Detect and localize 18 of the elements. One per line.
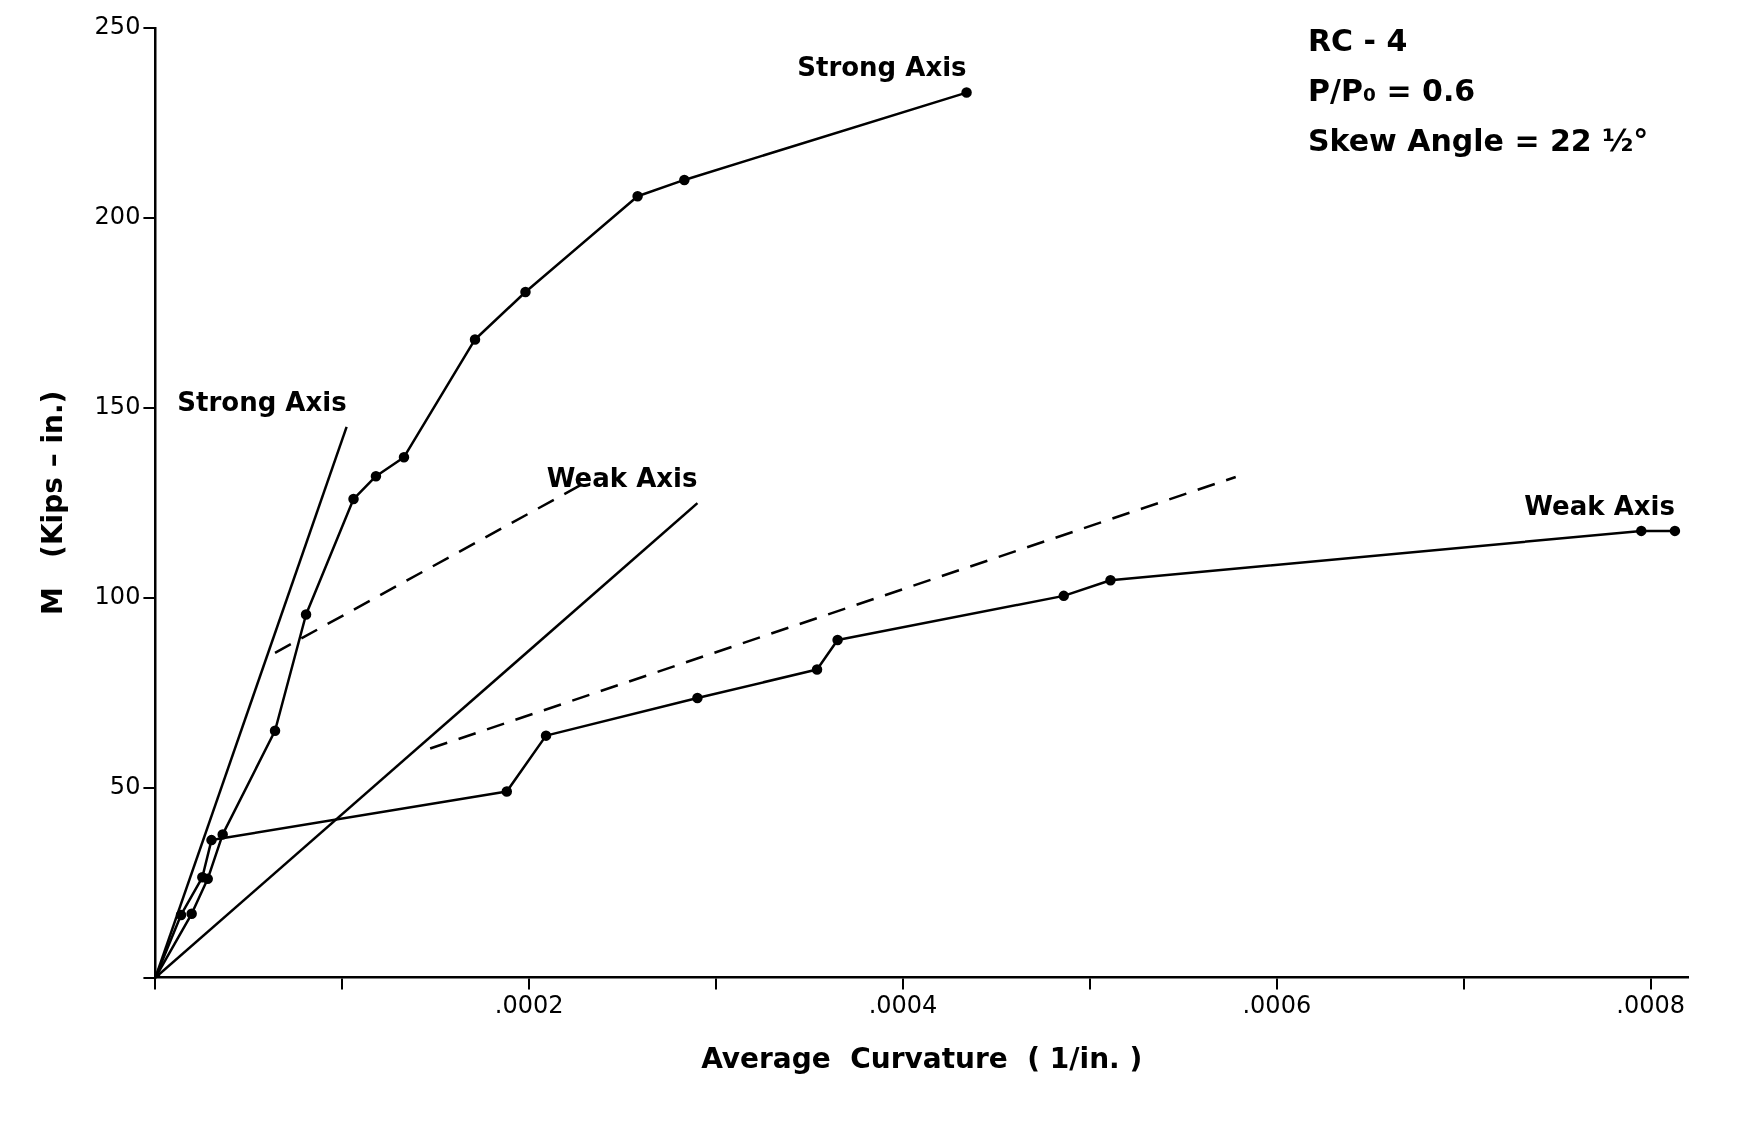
y-tick-label: 100 — [94, 581, 141, 610]
annotation: RC - 4 — [1308, 22, 1408, 58]
annotation: Skew Angle = 22 ½° — [1308, 122, 1649, 158]
series-label: Strong Axis — [177, 386, 347, 417]
y-tick-label: 150 — [94, 392, 141, 421]
y-axis-title: M (Kips – in.) — [36, 390, 70, 615]
x-tick-label: .0004 — [868, 991, 938, 1020]
x-tick-label: .0008 — [1616, 991, 1685, 1020]
series-label: Weak Axis — [1524, 490, 1675, 521]
y-tick-label: 50 — [109, 771, 141, 800]
series-label: Strong Axis — [797, 52, 967, 83]
y-tick-label: 200 — [94, 202, 141, 231]
annotation: P/P₀ = 0.6 — [1308, 72, 1476, 108]
x-tick-label: .0002 — [494, 991, 564, 1020]
x-tick-label: .0006 — [1242, 991, 1312, 1020]
y-tick-label: 250 — [94, 12, 141, 41]
x-axis-title: Average Curvature ( 1/in. ) — [701, 1042, 1143, 1076]
series-label: Weak Axis — [546, 462, 698, 493]
